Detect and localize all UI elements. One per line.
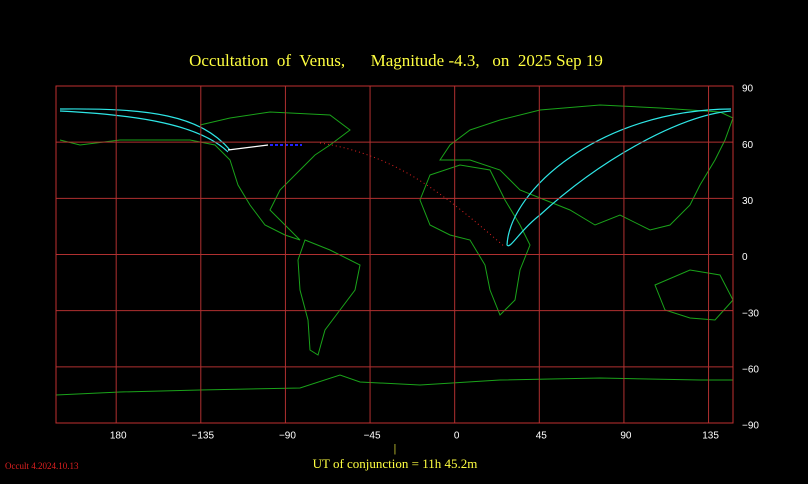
track-limit xyxy=(59,110,229,153)
x-tick-label: 180 xyxy=(110,431,127,442)
track-day xyxy=(227,144,269,151)
y-tick-label: −90 xyxy=(742,421,759,432)
south-america xyxy=(297,239,361,356)
conjunction-marker: | xyxy=(394,441,396,455)
antarctica xyxy=(55,374,733,396)
track-night xyxy=(319,142,506,248)
track-limit xyxy=(59,108,231,151)
coastlines xyxy=(55,104,734,396)
y-tick-label: 90 xyxy=(742,84,754,95)
x-tick-label: 0 xyxy=(454,431,460,442)
chart-title: Occultation of Venus, Magnitude -4.3, on… xyxy=(189,51,603,70)
eurasia xyxy=(439,104,734,231)
x-tick-label: 135 xyxy=(702,431,719,442)
x-tick-label: −45 xyxy=(364,431,381,442)
y-tick-label: −30 xyxy=(742,308,759,319)
north-america xyxy=(59,111,351,241)
y-tick-label: 60 xyxy=(742,140,754,151)
y-tick-label: 0 xyxy=(742,252,748,263)
x-tick-label: 90 xyxy=(620,431,632,442)
version: Occult 4.2024.10.13 xyxy=(5,461,79,471)
occultation-tracks xyxy=(59,108,732,248)
footer: UT of conjunction = 11h 45.2m xyxy=(313,456,478,471)
x-tick-label: 45 xyxy=(536,431,548,442)
x-tick-label: −135 xyxy=(192,431,215,442)
y-tick-label: 30 xyxy=(742,196,754,207)
plot-area xyxy=(55,104,734,396)
track-limit xyxy=(506,108,732,247)
africa xyxy=(419,164,531,316)
x-tick-label: −90 xyxy=(279,431,296,442)
y-tick-label: −60 xyxy=(742,364,759,375)
plot-frame xyxy=(55,85,734,424)
australia xyxy=(654,269,734,321)
